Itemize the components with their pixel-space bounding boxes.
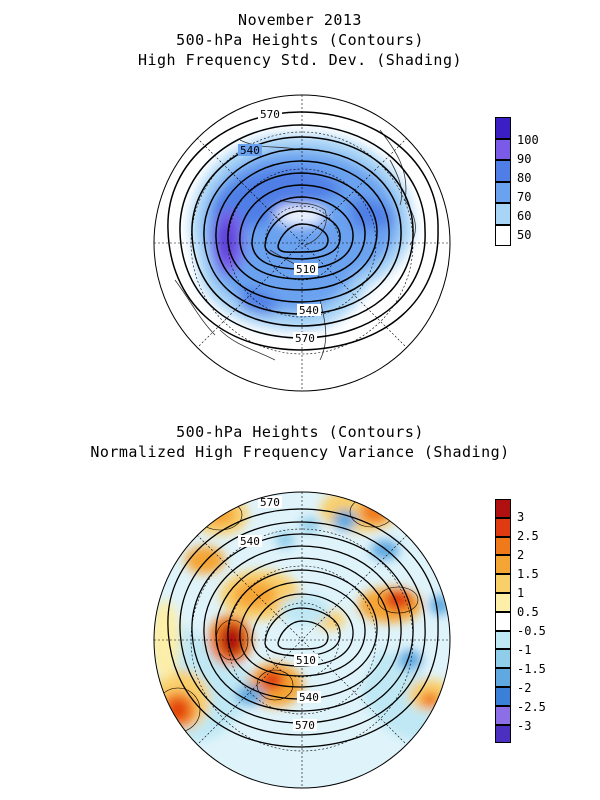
contour-label-570-top: 570	[260, 108, 280, 121]
top-colorbar-swatch-2	[495, 160, 511, 182]
contour-label-510: 510	[296, 263, 316, 276]
top-cb-label-80: 80	[517, 171, 532, 185]
contour-labels: 570 540 510 540 570	[238, 496, 321, 732]
bot-cb-label-m1_5: -1.5	[517, 662, 546, 676]
contour-label-540-bottom: 540	[299, 691, 319, 704]
contour-label-570-bottom: 570	[295, 719, 315, 732]
contour-label-540-bottom: 540	[299, 304, 319, 317]
bottom-colorbar-swatch-12	[495, 724, 511, 744]
top-map-boundary	[153, 94, 451, 392]
top-colorbar-swatch-3	[495, 181, 511, 203]
top-colorbar-swatch-1	[495, 138, 511, 160]
bot-cb-label-m1: -1	[517, 643, 532, 657]
bottom-colorbar-swatch-9	[495, 668, 511, 687]
contour-label-570-top: 570	[260, 496, 280, 509]
bottom-colorbar-swatch-8	[495, 649, 511, 669]
bottom-title: 500-hPa Heights (Contours) Normalized Hi…	[0, 422, 600, 462]
top-cb-label-90: 90	[517, 152, 532, 166]
top-title-line-2: 500-hPa Heights (Contours)	[176, 31, 424, 49]
top-colorbar-swatch-5	[495, 224, 511, 246]
bot-cb-label-m2_5: -2.5	[517, 700, 546, 714]
bottom-colorbar-swatch-0	[495, 499, 511, 518]
bottom-map-boundary	[153, 491, 451, 789]
bot-cb-label-2: 2	[517, 548, 525, 562]
bottom-colorbar-swatch-2	[495, 536, 511, 556]
bottom-polar-map: 570 540 510 540 570	[153, 491, 451, 789]
bot-cb-label-3: 3	[517, 510, 525, 524]
bottom-title-line-2: Normalized High Frequency Variance (Shad…	[90, 443, 510, 461]
bottom-colorbar-swatch-4	[495, 574, 511, 593]
contour-label-570-bottom: 570	[295, 332, 315, 345]
contour-labels: 570 540 510 540 570	[238, 108, 321, 345]
bottom-colorbar: 3 2.5 2 1.5 1 0.5 -0.5 -1 -1.5 -2 -2.5 -…	[495, 499, 575, 744]
bot-cb-label-2_5: 2.5	[517, 529, 539, 543]
bottom-colorbar-swatch-7	[495, 630, 511, 650]
bot-cb-label-m3: -3	[517, 719, 532, 733]
bottom-title-line-1: 500-hPa Heights (Contours)	[176, 423, 424, 441]
bottom-colorbar-swatch-10	[495, 687, 511, 706]
top-cb-label-50: 50	[517, 228, 532, 242]
top-colorbar-swatch-0	[495, 117, 511, 139]
bot-cb-label-0_5: 0.5	[517, 605, 539, 619]
top-polar-map: 570 540 510 540 570	[153, 94, 451, 392]
contour-label-540-top: 540	[240, 535, 260, 548]
bot-cb-label-1: 1	[517, 586, 525, 600]
bottom-colorbar-swatch-6	[495, 611, 511, 631]
top-title: November 2013 500-hPa Heights (Contours)…	[0, 10, 600, 70]
bottom-colorbar-swatch-5	[495, 593, 511, 612]
bottom-colorbar-swatch-11	[495, 705, 511, 725]
bot-cb-label-1_5: 1.5	[517, 567, 539, 581]
top-cb-label-100: 100	[517, 133, 539, 147]
top-cb-label-60: 60	[517, 209, 532, 223]
contour-label-510: 510	[296, 654, 316, 667]
top-title-line-3: High Frequency Std. Dev. (Shading)	[137, 51, 463, 69]
bot-cb-label-m0_5: -0.5	[517, 624, 546, 638]
top-title-line-1: November 2013	[238, 11, 362, 29]
top-colorbar-swatch-4	[495, 203, 511, 225]
top-cb-label-70: 70	[517, 190, 532, 204]
contour-label-540-top: 540	[240, 144, 260, 157]
bottom-colorbar-swatch-1	[495, 517, 511, 537]
top-colorbar: 100 90 80 70 60 50	[495, 117, 575, 247]
bottom-colorbar-swatch-3	[495, 555, 511, 575]
bot-cb-label-m2: -2	[517, 681, 532, 695]
